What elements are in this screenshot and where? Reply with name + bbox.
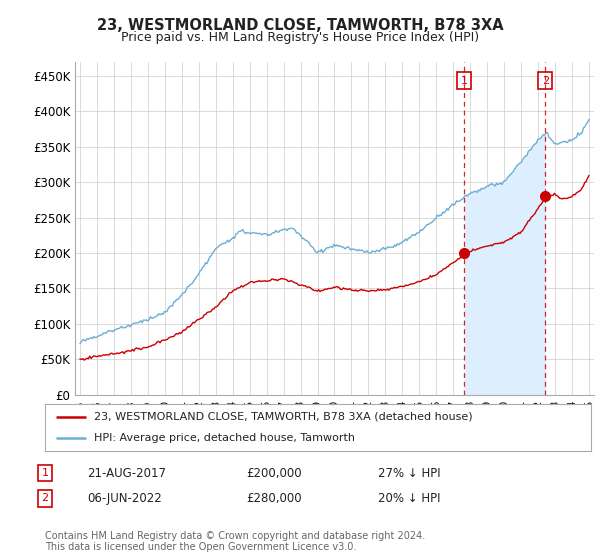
Text: £280,000: £280,000 (246, 492, 302, 505)
Text: 21-AUG-2017: 21-AUG-2017 (87, 466, 166, 480)
Text: 06-JUN-2022: 06-JUN-2022 (87, 492, 162, 505)
Text: £200,000: £200,000 (246, 466, 302, 480)
Text: 23, WESTMORLAND CLOSE, TAMWORTH, B78 3XA (detached house): 23, WESTMORLAND CLOSE, TAMWORTH, B78 3XA… (94, 412, 473, 422)
Text: 1: 1 (461, 76, 467, 86)
Text: 2: 2 (542, 76, 549, 86)
Text: 1: 1 (41, 468, 49, 478)
Text: 2: 2 (41, 493, 49, 503)
Text: 27% ↓ HPI: 27% ↓ HPI (378, 466, 440, 480)
Text: Price paid vs. HM Land Registry's House Price Index (HPI): Price paid vs. HM Land Registry's House … (121, 31, 479, 44)
Text: 23, WESTMORLAND CLOSE, TAMWORTH, B78 3XA: 23, WESTMORLAND CLOSE, TAMWORTH, B78 3XA (97, 18, 503, 34)
Text: 20% ↓ HPI: 20% ↓ HPI (378, 492, 440, 505)
Text: Contains HM Land Registry data © Crown copyright and database right 2024.
This d: Contains HM Land Registry data © Crown c… (45, 531, 425, 553)
Text: HPI: Average price, detached house, Tamworth: HPI: Average price, detached house, Tamw… (94, 433, 355, 444)
